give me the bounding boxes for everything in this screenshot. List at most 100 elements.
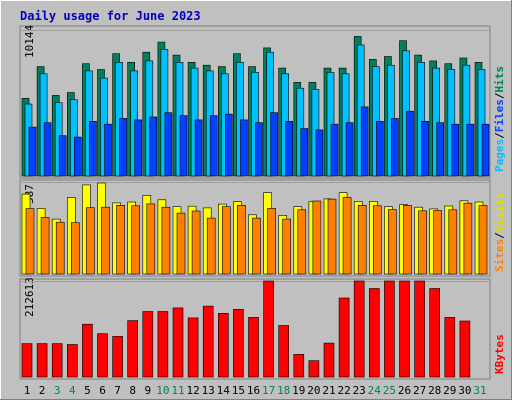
hits-bar-pages-day-14 xyxy=(225,113,233,177)
kbytes-bar-kbytes-day-26 xyxy=(399,280,410,378)
x-label-day-22: 22 xyxy=(337,384,350,397)
hits-bar-files-day-28 xyxy=(432,67,441,177)
visits-bar-sites-day-18 xyxy=(282,218,292,275)
hits-bar-pages-day-24 xyxy=(375,121,384,177)
x-label-day-14: 14 xyxy=(217,384,231,397)
x-label-day-16: 16 xyxy=(247,384,260,397)
hits-bar-pages-day-10 xyxy=(164,112,173,177)
x-label-day-18: 18 xyxy=(277,384,290,397)
chart-title: Daily usage for June 2023 xyxy=(20,9,201,23)
hits-bar-pages-day-8 xyxy=(134,119,142,177)
kbytes-bar-kbytes-day-4 xyxy=(67,344,78,378)
legend-sep-1: / xyxy=(493,132,506,139)
hits-bar-pages-day-13 xyxy=(209,115,218,177)
hits-bar-pages-day-21 xyxy=(330,123,339,177)
gridlines xyxy=(20,30,490,282)
hits-bar-pages-day-19 xyxy=(300,128,309,177)
kbytes-bar-kbytes-day-7 xyxy=(112,336,123,378)
hits-ymax-label: 10144 xyxy=(23,25,36,58)
hits-bar-pages-day-16 xyxy=(255,122,263,177)
legend-sites: Sites xyxy=(493,239,506,272)
hits-bar-files-day-15 xyxy=(236,61,244,177)
hits-bar-pages-day-12 xyxy=(194,119,203,177)
x-label-day-2: 2 xyxy=(39,384,46,397)
x-label-day-5: 5 xyxy=(84,384,91,397)
kbytes-bar-kbytes-day-10 xyxy=(157,311,169,378)
visits-bar-sites-day-6 xyxy=(101,206,110,275)
x-label-day-12: 12 xyxy=(186,384,199,397)
kbytes-ymax-label: 212613 xyxy=(23,277,36,317)
kbytes-bar-kbytes-day-12 xyxy=(187,317,199,378)
hits-bar-pages-day-23 xyxy=(360,106,369,177)
kbytes-bar-kbytes-day-2 xyxy=(36,343,48,378)
visits-bar-sites-day-19 xyxy=(297,209,307,275)
hits-bar-pages-day-1 xyxy=(28,126,37,177)
x-label-day-20: 20 xyxy=(307,384,320,397)
hits-bar-pages-day-2 xyxy=(43,122,52,177)
x-label-day-19: 19 xyxy=(292,384,305,397)
visits-bar-sites-day-24 xyxy=(372,205,382,275)
hits-bar-pages-day-7 xyxy=(119,118,127,177)
x-label-day-11: 11 xyxy=(171,384,184,397)
visits-bar-sites-day-25 xyxy=(388,209,397,275)
x-label-day-30: 30 xyxy=(458,384,471,397)
x-label-day-29: 29 xyxy=(443,384,456,397)
kbytes-bar-kbytes-day-27 xyxy=(414,280,425,378)
visits-bar-sites-day-28 xyxy=(433,210,443,275)
hits-bar-pages-day-31 xyxy=(481,123,490,177)
hits-bar-pages-day-17 xyxy=(270,112,278,177)
legend-kbytes: KBytes xyxy=(493,334,506,374)
kbytes-bar-kbytes-day-13 xyxy=(202,305,214,378)
x-label-day-27: 27 xyxy=(413,384,426,397)
kbytes-bar-kbytes-day-15 xyxy=(233,308,244,378)
x-label-day-31: 31 xyxy=(473,384,486,397)
visits-bar-sites-day-31 xyxy=(478,205,488,275)
visits-bar-sites-day-27 xyxy=(418,210,427,275)
legend-sep-3: / xyxy=(493,232,506,239)
visits-legend: Sites/Visits xyxy=(493,193,506,273)
kbytes-bar-kbytes-day-29 xyxy=(444,317,456,378)
x-label-day-21: 21 xyxy=(322,384,335,397)
x-label-day-17: 17 xyxy=(262,384,275,397)
hits-bar-pages-day-5 xyxy=(89,121,97,177)
legend-files: Files xyxy=(493,99,506,132)
x-label-day-10: 10 xyxy=(156,384,169,397)
x-label-day-28: 28 xyxy=(428,384,441,397)
visits-bar-sites-day-22 xyxy=(342,197,352,275)
visits-bar-sites-day-7 xyxy=(116,205,125,275)
legend-hits: Hits xyxy=(493,66,506,93)
hits-bar-pages-day-29 xyxy=(451,123,460,177)
kbytes-bar-kbytes-day-24 xyxy=(368,288,380,378)
hits-bar-pages-day-3 xyxy=(58,135,67,177)
visits-bar-sites-day-21 xyxy=(327,198,337,275)
x-label-day-3: 3 xyxy=(54,384,61,397)
hits-legend: Pages/Files/Hits xyxy=(493,66,506,172)
kbytes-bar-kbytes-day-6 xyxy=(97,333,108,378)
x-label-day-8: 8 xyxy=(129,384,136,397)
kbytes-bar-kbytes-day-22 xyxy=(338,297,350,378)
visits-bar-sites-day-3 xyxy=(55,221,65,275)
kbytes-bar-kbytes-day-30 xyxy=(459,320,471,378)
hits-bar-files-day-29 xyxy=(447,69,456,177)
visits-bar-sites-day-20 xyxy=(312,200,322,275)
hits-bar-pages-day-4 xyxy=(74,136,82,177)
kbytes-bar-kbytes-day-8 xyxy=(127,320,138,378)
kbytes-bar-kbytes-day-21 xyxy=(323,342,335,378)
hits-bar-pages-day-11 xyxy=(179,115,188,177)
hits-bar-pages-day-30 xyxy=(466,123,475,177)
x-label-day-6: 6 xyxy=(99,384,106,397)
hits-bar-pages-day-27 xyxy=(421,121,429,177)
hits-bar-pages-day-18 xyxy=(285,121,294,177)
visits-bar-sites-day-4 xyxy=(71,222,80,275)
x-label-day-13: 13 xyxy=(202,384,215,397)
kbytes-bar-kbytes-day-28 xyxy=(429,288,441,378)
visits-bar-sites-day-29 xyxy=(448,209,458,275)
visits-bar-sites-day-23 xyxy=(357,205,367,275)
kbytes-bar-kbytes-day-23 xyxy=(353,280,365,378)
visits-bar-sites-day-15 xyxy=(237,205,246,275)
visits-bar-sites-day-14 xyxy=(222,206,231,275)
hits-bar-pages-day-22 xyxy=(345,122,354,177)
kbytes-bar-kbytes-day-9 xyxy=(142,311,154,378)
kbytes-bar-kbytes-day-3 xyxy=(51,343,63,378)
